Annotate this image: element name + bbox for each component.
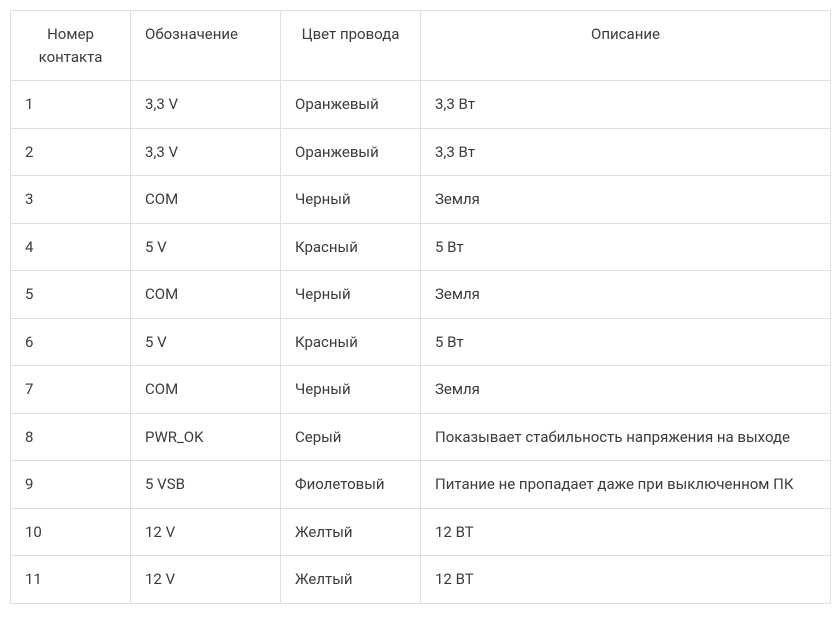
table-row: 1 3,3 V Оранжевый 3,3 Вт: [11, 81, 831, 129]
cell-desc: Земля: [421, 366, 831, 414]
cell-designation: 12 V: [131, 508, 281, 556]
cell-num: 5: [11, 271, 131, 319]
cell-num: 8: [11, 413, 131, 461]
cell-color: Красный: [281, 223, 421, 271]
cell-desc: Земля: [421, 176, 831, 224]
cell-designation: 3,3 V: [131, 128, 281, 176]
cell-num: 1: [11, 81, 131, 129]
pinout-table: Номер контакта Обозначение Цвет провода …: [10, 10, 831, 604]
cell-designation: 5 V: [131, 318, 281, 366]
table-header-row: Номер контакта Обозначение Цвет провода …: [11, 11, 831, 81]
cell-color: Желтый: [281, 556, 421, 604]
table-row: 6 5 V Красный 5 Вт: [11, 318, 831, 366]
table-row: 11 12 V Желтый 12 ВТ: [11, 556, 831, 604]
cell-designation: COM: [131, 366, 281, 414]
cell-num: 6: [11, 318, 131, 366]
col-header-color: Цвет провода: [281, 11, 421, 81]
cell-designation: COM: [131, 176, 281, 224]
table-row: 8 PWR_OK Серый Показывает стабильность н…: [11, 413, 831, 461]
cell-color: Оранжевый: [281, 128, 421, 176]
col-header-num: Номер контакта: [11, 11, 131, 81]
table-row: 10 12 V Желтый 12 ВТ: [11, 508, 831, 556]
cell-num: 10: [11, 508, 131, 556]
cell-desc: 5 Вт: [421, 318, 831, 366]
table-row: 4 5 V Красный 5 Вт: [11, 223, 831, 271]
cell-desc: Земля: [421, 271, 831, 319]
cell-color: Желтый: [281, 508, 421, 556]
cell-color: Серый: [281, 413, 421, 461]
cell-color: Черный: [281, 366, 421, 414]
col-header-designation: Обозначение: [131, 11, 281, 81]
cell-num: 4: [11, 223, 131, 271]
cell-designation: 3,3 V: [131, 81, 281, 129]
cell-designation: 12 V: [131, 556, 281, 604]
cell-num: 11: [11, 556, 131, 604]
cell-designation: 5 V: [131, 223, 281, 271]
cell-desc: 12 ВТ: [421, 508, 831, 556]
cell-desc: 12 ВТ: [421, 556, 831, 604]
cell-color: Красный: [281, 318, 421, 366]
cell-num: 9: [11, 461, 131, 509]
table-row: 2 3,3 V Оранжевый 3,3 Вт: [11, 128, 831, 176]
cell-designation: PWR_OK: [131, 413, 281, 461]
cell-designation: COM: [131, 271, 281, 319]
table-row: 7 COM Черный Земля: [11, 366, 831, 414]
cell-color: Черный: [281, 176, 421, 224]
cell-desc: 3,3 Вт: [421, 128, 831, 176]
cell-num: 3: [11, 176, 131, 224]
table-row: 5 COM Черный Земля: [11, 271, 831, 319]
cell-color: Черный: [281, 271, 421, 319]
table-body: 1 3,3 V Оранжевый 3,3 Вт 2 3,3 V Оранжев…: [11, 81, 831, 604]
cell-num: 7: [11, 366, 131, 414]
table-row: 9 5 VSB Фиолетовый Питание не пропадает …: [11, 461, 831, 509]
cell-desc: 3,3 Вт: [421, 81, 831, 129]
cell-desc: Питание не пропадает даже при выключенно…: [421, 461, 831, 509]
col-header-desc: Описание: [421, 11, 831, 81]
table-row: 3 COM Черный Земля: [11, 176, 831, 224]
cell-desc: 5 Вт: [421, 223, 831, 271]
cell-desc: Показывает стабильность напряжения на вы…: [421, 413, 831, 461]
cell-color: Фиолетовый: [281, 461, 421, 509]
cell-num: 2: [11, 128, 131, 176]
table-header: Номер контакта Обозначение Цвет провода …: [11, 11, 831, 81]
cell-designation: 5 VSB: [131, 461, 281, 509]
cell-color: Оранжевый: [281, 81, 421, 129]
